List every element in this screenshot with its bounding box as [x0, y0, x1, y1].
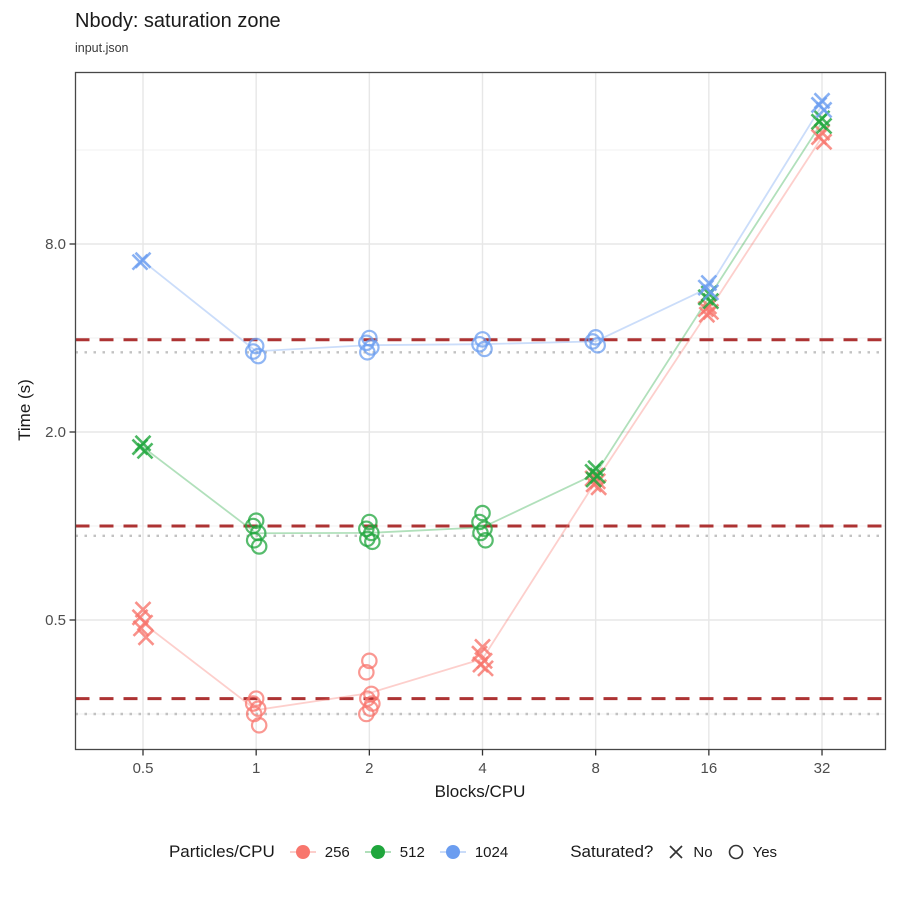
circle-marker-icon [728, 844, 743, 860]
legend-item-label: 1024 [474, 843, 509, 861]
data-point-x-512 [585, 470, 603, 488]
data-point-circle-1024 [476, 340, 493, 358]
data-point-x-512 [136, 442, 154, 460]
panel-border [74, 71, 887, 751]
x-tick-label: 0.5 [133, 760, 154, 777]
data-point-circle-256 [358, 664, 375, 681]
series-dot-icon [364, 845, 391, 859]
legend-group-color: Particles/CPU 256 512 1024 [169, 842, 508, 862]
data-point-x-256 [698, 306, 716, 324]
data-point-circle-1024 [471, 335, 488, 353]
y-tick-label: 8.0 [45, 236, 66, 253]
legend-color-title: Particles/CPU [168, 842, 275, 861]
y-axis-title: Time (s) [15, 379, 34, 441]
legend-item-label: 256 [324, 843, 350, 861]
legend-shape-items: No Yes [666, 842, 777, 862]
legend-item-label: 512 [399, 843, 425, 861]
x-tick-label: 16 [701, 760, 718, 777]
data-point-circle-256 [361, 652, 378, 670]
x-tick-label: 2 [365, 760, 373, 777]
data-point-circle-1024 [359, 343, 376, 361]
chart-subtitle: input.json [75, 41, 129, 55]
x-tick-label: 8 [592, 760, 600, 777]
data-point-circle-512 [364, 533, 381, 551]
data-point-circle-1024 [363, 339, 380, 356]
x-tick-label: 1 [252, 760, 260, 777]
legend-item-label: No [693, 843, 713, 861]
legend: Particles/CPU 256 512 1024 Saturated? N [0, 842, 900, 862]
legend-item-256[interactable]: 256 [288, 842, 350, 862]
data-point-circle-256 [358, 705, 375, 723]
data-point-x-256 [815, 133, 833, 151]
y-tick-label: 0.5 [45, 612, 66, 629]
data-point-x-1024 [815, 101, 833, 119]
page-title: Nbody: saturation zone [75, 10, 281, 32]
data-point-circle-1024 [587, 329, 604, 346]
data-point-circle-1024 [589, 337, 606, 354]
x-axis-title: Blocks/CPU [434, 782, 526, 801]
data-point-circle-1024 [249, 347, 267, 365]
data-point-circle-512 [476, 520, 493, 538]
x-tick-label: 32 [814, 760, 831, 777]
y-tick-label: 2.0 [45, 424, 66, 441]
data-point-circle-512 [250, 538, 268, 555]
series-line-1024 [142, 104, 823, 353]
legend-item-no[interactable]: No [666, 842, 713, 862]
x-tick-label: 4 [478, 760, 486, 777]
data-point-x-256 [137, 628, 155, 646]
data-point-circle-1024 [358, 334, 375, 352]
series-dot-icon [439, 845, 466, 859]
legend-item-512[interactable]: 512 [363, 842, 425, 862]
legend-group-shape: Saturated? No Yes [570, 842, 777, 862]
legend-color-items: 256 512 1024 [288, 842, 508, 862]
data-point-circle-512 [358, 520, 375, 538]
data-point-circle-256 [244, 695, 262, 712]
data-point-x-256 [477, 659, 494, 677]
data-point-x-256 [132, 619, 150, 637]
legend-item-yes[interactable]: Yes [726, 842, 777, 862]
data-point-x-1024 [702, 283, 720, 301]
legend-shape-title: Saturated? [570, 842, 654, 861]
data-point-circle-256 [250, 717, 268, 734]
data-point-circle-512 [477, 531, 494, 549]
data-point-circle-1024 [244, 343, 262, 360]
data-point-x-1024 [131, 253, 149, 271]
data-point-circle-1024 [584, 333, 601, 350]
data-point-x-512 [815, 117, 833, 135]
x-marker-icon [669, 845, 683, 859]
series-dot-icon [289, 845, 316, 859]
data-point-circle-512 [474, 504, 491, 522]
legend-item-label: Yes [752, 843, 778, 861]
plot-area: 0.5 1 2 4 8 16 32 0.5 2.0 8.0 [45, 71, 887, 777]
legend-item-1024[interactable]: 1024 [438, 842, 508, 862]
